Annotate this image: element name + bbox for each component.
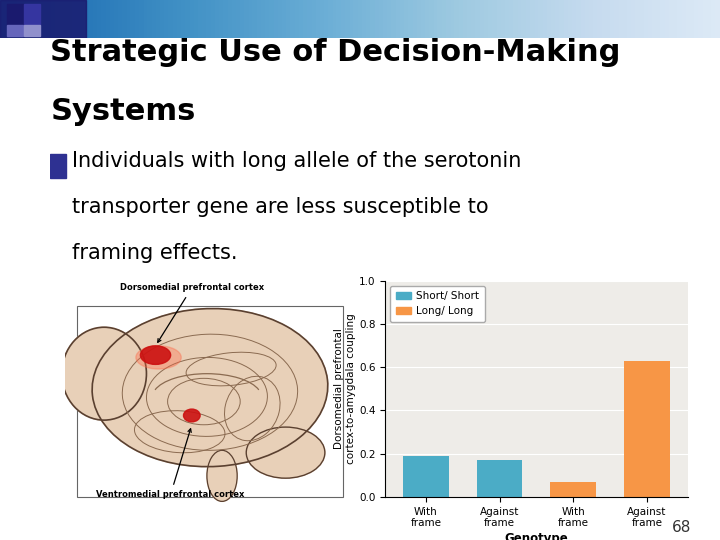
Legend: Short/ Short, Long/ Long: Short/ Short, Long/ Long (390, 286, 485, 322)
Text: transporter gene are less susceptible to: transporter gene are less susceptible to (72, 197, 489, 217)
Bar (0, 0, 86, 38)
Ellipse shape (62, 327, 146, 420)
Text: Dorsomedial prefrontal cortex: Dorsomedial prefrontal cortex (120, 284, 264, 342)
Text: Systems: Systems (50, 97, 196, 126)
Bar (477, 460, 523, 497)
Bar (624, 361, 670, 497)
Ellipse shape (92, 308, 328, 467)
Bar (24, 4, 40, 24)
Ellipse shape (184, 409, 200, 422)
Ellipse shape (207, 450, 237, 501)
Bar (24, 25, 40, 36)
Text: framing effects.: framing effects. (72, 243, 238, 263)
Bar (550, 482, 596, 497)
Ellipse shape (246, 427, 325, 478)
Text: 68: 68 (672, 519, 691, 535)
Text: Individuals with long allele of the serotonin: Individuals with long allele of the sero… (72, 151, 521, 171)
Ellipse shape (140, 346, 171, 365)
X-axis label: Genotype: Genotype (505, 532, 568, 540)
Y-axis label: Dorsomedial prefrontal
cortex-to-amygdala coupling: Dorsomedial prefrontal cortex-to-amygdal… (334, 313, 356, 464)
Text: Ventromedial prefrontal cortex: Ventromedial prefrontal cortex (96, 429, 245, 499)
Bar (7, 4, 23, 24)
Text: Strategic Use of Decision-Making: Strategic Use of Decision-Making (50, 38, 621, 67)
Ellipse shape (136, 346, 181, 369)
Bar (403, 456, 449, 497)
Bar (7, 25, 23, 36)
Bar (77, 306, 343, 497)
Bar (50, 154, 66, 178)
